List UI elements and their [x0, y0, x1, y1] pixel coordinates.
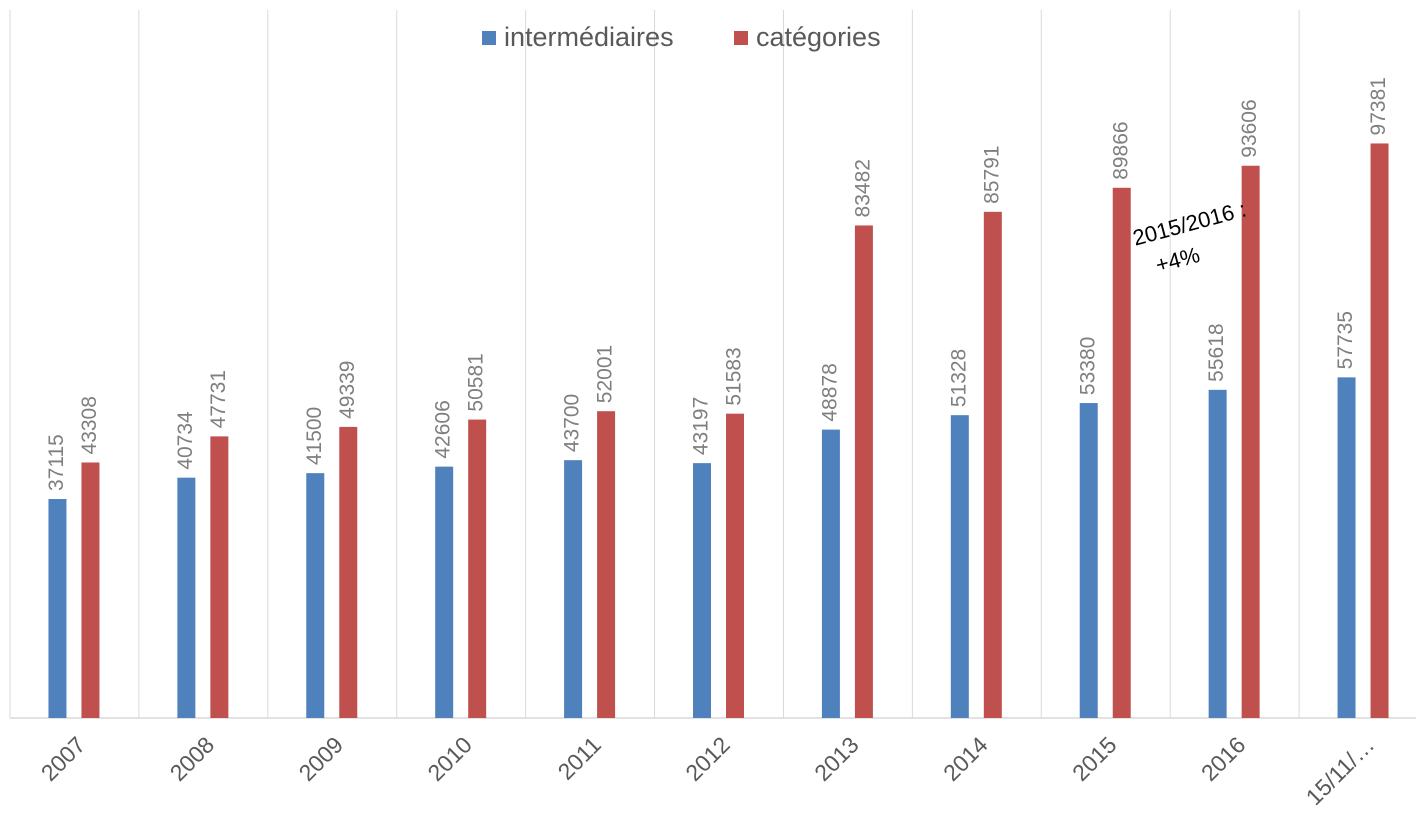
- bar: [435, 466, 454, 718]
- bar: [177, 477, 196, 718]
- data-label: 50581: [465, 353, 488, 411]
- x-tick-label: 2010: [422, 731, 477, 786]
- x-tick-label: 15/11/…: [1301, 731, 1380, 810]
- data-label: 89866: [1109, 121, 1132, 179]
- bar: [1112, 187, 1131, 719]
- bar: [693, 463, 711, 718]
- data-label: 55618: [1205, 323, 1228, 381]
- bar: [726, 413, 744, 718]
- x-tick-label: 2016: [1196, 731, 1251, 786]
- x-tick-label: 2015: [1067, 731, 1122, 786]
- x-tick-label: 2011: [553, 731, 606, 784]
- bar: [950, 415, 969, 718]
- bar: [1241, 165, 1260, 718]
- data-label: 47731: [207, 370, 230, 428]
- legend-label: intermédiaires: [504, 22, 674, 52]
- data-label: 53380: [1076, 337, 1099, 395]
- data-label: 43700: [561, 394, 584, 452]
- bar: [81, 462, 100, 718]
- data-label: 43308: [78, 396, 101, 454]
- x-tick-label: 2007: [36, 731, 91, 786]
- data-label: 43197: [690, 397, 713, 455]
- data-label: 41500: [303, 407, 326, 465]
- bar: [1337, 377, 1356, 718]
- data-label: 51583: [723, 347, 746, 405]
- data-label: 83482: [851, 159, 874, 217]
- bar: [597, 411, 616, 718]
- data-label: 85791: [980, 145, 1003, 203]
- bar: [210, 436, 229, 718]
- bar: [1079, 403, 1098, 718]
- bar: [821, 429, 840, 718]
- data-label: 57735: [1334, 311, 1357, 369]
- bar: [48, 499, 67, 718]
- bar: [564, 460, 583, 718]
- x-tick-label: 2013: [809, 731, 864, 786]
- data-label: 52001: [594, 345, 617, 403]
- bar: [1208, 389, 1227, 718]
- annotation-line: +4%: [1153, 242, 1203, 278]
- data-label: 93606: [1238, 99, 1261, 157]
- annotation: 2015/2016 : +4%: [1130, 196, 1249, 278]
- data-label: 48878: [818, 363, 841, 421]
- data-label: 49339: [336, 360, 359, 418]
- bar: [339, 426, 358, 718]
- bar: [983, 211, 1002, 718]
- plot: 2007 37115 43308 2008 40734 47731 2009 41500 493…: [9, 10, 1416, 810]
- x-tick-label: 2012: [680, 731, 735, 786]
- data-label: 42606: [432, 400, 455, 458]
- legend-swatch: [734, 31, 748, 45]
- x-tick-label: 2008: [165, 731, 220, 786]
- bar: [468, 419, 487, 718]
- data-label: 40734: [174, 411, 197, 470]
- legend-label: catégories: [756, 22, 881, 52]
- data-label: 37115: [45, 434, 68, 491]
- x-tick-label: 2014: [938, 731, 993, 786]
- data-label: 51328: [947, 349, 970, 407]
- bar: [306, 473, 325, 718]
- legend-swatch: [482, 31, 496, 45]
- data-label: 97381: [1367, 77, 1390, 135]
- bar: [854, 225, 873, 718]
- bar: [1370, 143, 1389, 719]
- annotation-line: 2015/2016 :: [1130, 196, 1249, 250]
- x-tick-label: 2009: [294, 731, 349, 786]
